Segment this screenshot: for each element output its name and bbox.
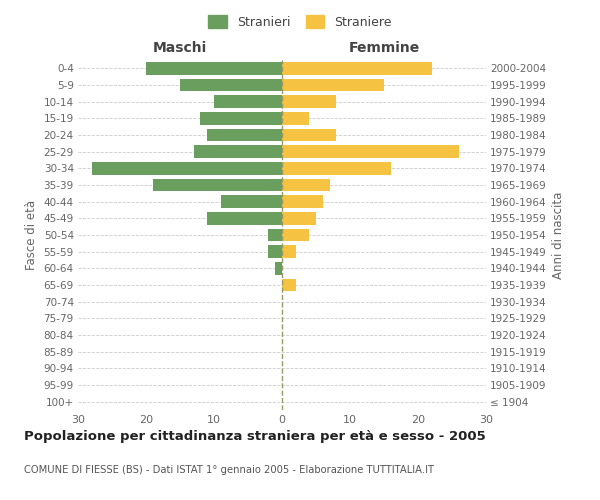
- Text: Maschi: Maschi: [153, 41, 207, 55]
- Y-axis label: Anni di nascita: Anni di nascita: [553, 192, 565, 278]
- Bar: [200, 112, 282, 124]
- Text: Femmine: Femmine: [349, 41, 419, 55]
- Bar: [214, 96, 282, 108]
- Bar: [180, 79, 282, 92]
- Bar: [194, 146, 282, 158]
- Legend: Stranieri, Straniere: Stranieri, Straniere: [202, 8, 398, 35]
- Bar: [282, 229, 309, 241]
- Bar: [282, 79, 384, 92]
- Bar: [207, 129, 282, 141]
- Y-axis label: Fasce di età: Fasce di età: [25, 200, 38, 270]
- Bar: [153, 179, 282, 192]
- Bar: [207, 212, 282, 224]
- Text: Popolazione per cittadinanza straniera per età e sesso - 2005: Popolazione per cittadinanza straniera p…: [24, 430, 486, 443]
- Bar: [221, 196, 282, 208]
- Bar: [268, 246, 282, 258]
- Bar: [146, 62, 282, 74]
- Bar: [282, 196, 323, 208]
- Bar: [282, 279, 296, 291]
- Bar: [282, 246, 296, 258]
- Bar: [282, 179, 329, 192]
- Bar: [282, 112, 309, 124]
- Bar: [282, 62, 431, 74]
- Bar: [282, 129, 337, 141]
- Text: COMUNE DI FIESSE (BS) - Dati ISTAT 1° gennaio 2005 - Elaborazione TUTTITALIA.IT: COMUNE DI FIESSE (BS) - Dati ISTAT 1° ge…: [24, 465, 434, 475]
- Bar: [268, 229, 282, 241]
- Bar: [275, 262, 282, 274]
- Bar: [282, 146, 459, 158]
- Bar: [282, 162, 391, 174]
- Bar: [92, 162, 282, 174]
- Bar: [282, 96, 337, 108]
- Bar: [282, 212, 316, 224]
